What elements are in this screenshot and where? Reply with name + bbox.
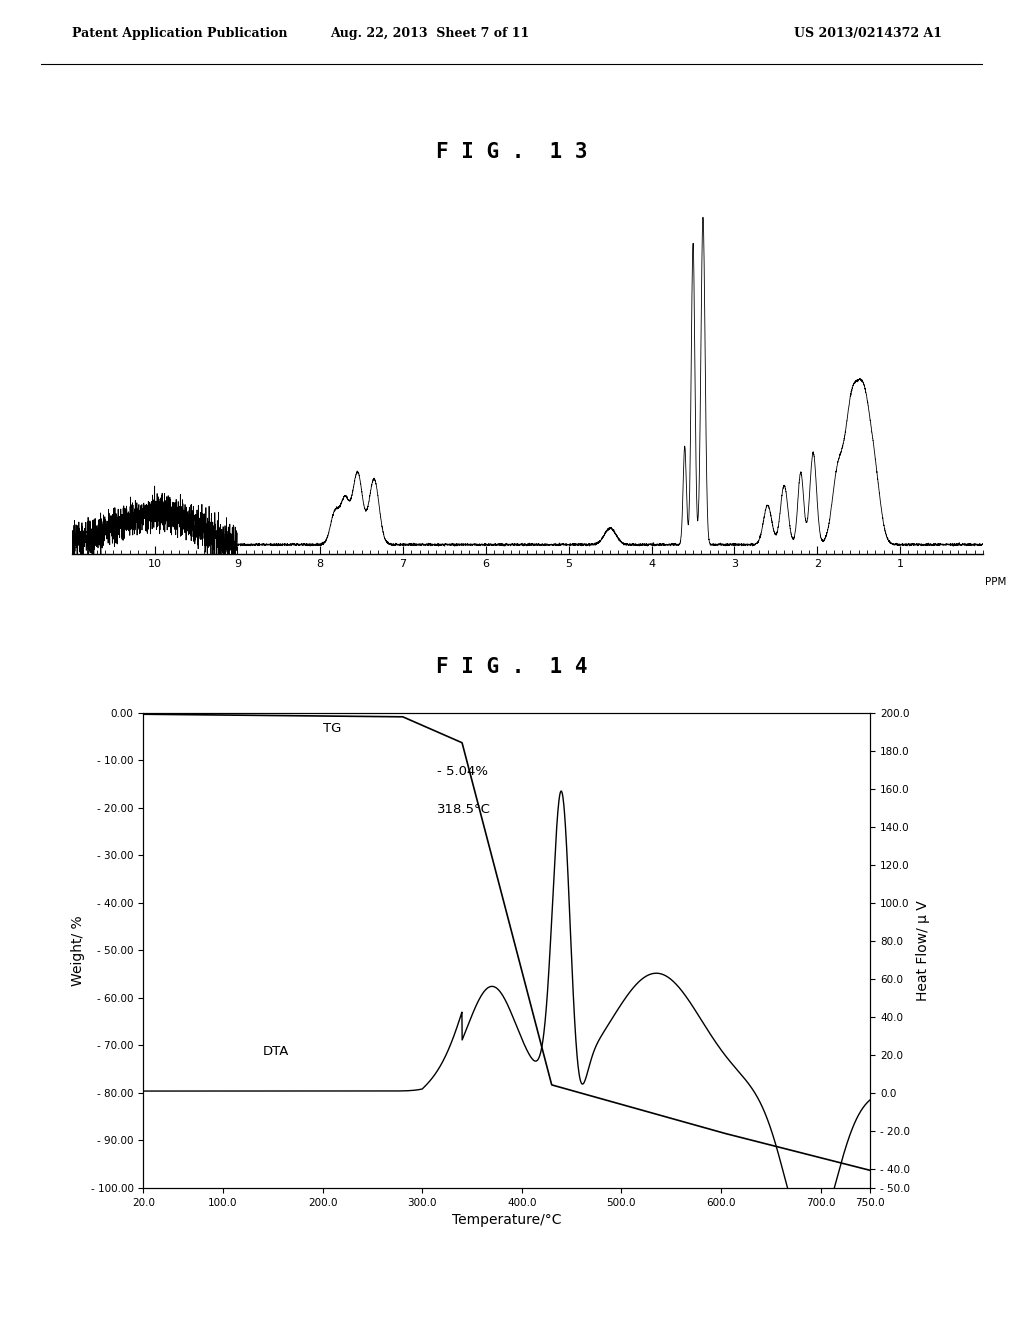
- Text: F I G .  1 4: F I G . 1 4: [436, 656, 588, 677]
- Text: TG: TG: [323, 722, 341, 735]
- Text: US 2013/0214372 A1: US 2013/0214372 A1: [794, 26, 942, 40]
- Text: 318.5°C: 318.5°C: [437, 803, 492, 816]
- Y-axis label: Heat Flow/ μ V: Heat Flow/ μ V: [915, 900, 930, 1001]
- Text: - 5.04%: - 5.04%: [437, 764, 488, 777]
- Text: Patent Application Publication: Patent Application Publication: [72, 26, 287, 40]
- X-axis label: Temperature/°C: Temperature/°C: [453, 1213, 561, 1228]
- Text: Aug. 22, 2013  Sheet 7 of 11: Aug. 22, 2013 Sheet 7 of 11: [331, 26, 529, 40]
- Y-axis label: Weight/ %: Weight/ %: [71, 915, 85, 986]
- Text: PPM: PPM: [985, 577, 1007, 586]
- Text: F I G .  1 3: F I G . 1 3: [436, 141, 588, 162]
- Text: DTA: DTA: [263, 1045, 289, 1057]
